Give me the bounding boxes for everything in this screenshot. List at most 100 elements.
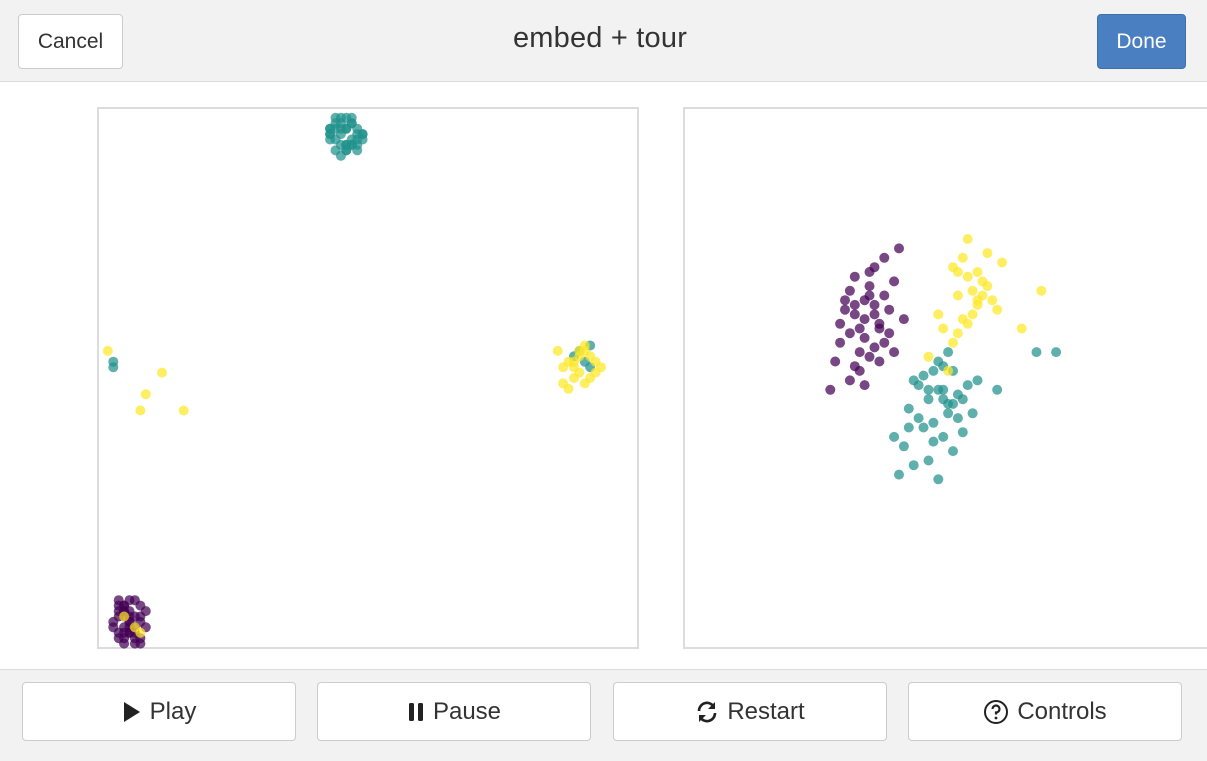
tour-point-a — [859, 314, 870, 325]
controls-button[interactable]: Controls — [908, 682, 1182, 741]
tour-point-a — [898, 314, 909, 325]
tour-point-b — [938, 431, 949, 442]
embed-point-a — [129, 595, 140, 606]
tour-point-a — [879, 290, 890, 301]
tour-point-a — [869, 262, 880, 273]
tour-point-a — [849, 271, 860, 282]
embed-point-c — [157, 367, 167, 378]
tour-point-b — [918, 422, 929, 433]
tour-point-a — [854, 323, 865, 334]
tour-point-b — [933, 474, 944, 485]
tour-point-b — [913, 413, 924, 424]
tour-point-a — [844, 328, 855, 339]
tour-point-a — [844, 375, 855, 386]
embed-point-c — [135, 405, 146, 416]
tour-point-b — [957, 394, 968, 405]
tour-point-b — [1051, 347, 1062, 358]
embed-point-b — [346, 139, 357, 150]
restart-button[interactable]: Restart — [613, 682, 887, 741]
embed-point-c — [119, 611, 130, 622]
tour-point-a — [854, 365, 865, 376]
tour-point-c — [977, 276, 988, 287]
tour-point-b — [923, 384, 934, 395]
tour-point-a — [830, 356, 841, 367]
tour-point-c — [967, 309, 978, 320]
tour-point-b — [952, 413, 963, 424]
tour-point-a — [884, 328, 895, 339]
help-circle-icon — [983, 699, 1009, 725]
tour-point-c — [972, 267, 983, 277]
embed-point-c — [178, 405, 189, 416]
tour-point-b — [943, 347, 954, 358]
tour-point-a — [879, 252, 890, 263]
embed-point-c — [563, 383, 574, 394]
embed-point-b — [330, 134, 341, 145]
tour-scatter — [825, 234, 1062, 485]
tour-point-a — [835, 318, 846, 329]
embed-point-c — [558, 362, 569, 373]
tour-point-c — [952, 267, 963, 277]
embed-point-b — [335, 150, 346, 161]
tour-plot-frame[interactable] — [683, 107, 1207, 649]
tour-point-c — [972, 295, 983, 306]
tour-point-b — [903, 403, 914, 414]
embed-point-b — [341, 112, 352, 123]
tour-point-a — [840, 295, 850, 306]
pause-button[interactable]: Pause — [317, 682, 591, 741]
tour-point-b — [992, 384, 1003, 395]
tour-point-a — [840, 304, 850, 315]
tour-point-c — [992, 304, 1003, 315]
pause-icon — [407, 701, 425, 723]
tour-point-b — [1031, 347, 1042, 358]
tour-point-b — [928, 436, 939, 447]
embed-point-c — [552, 345, 563, 356]
tour-point-b — [898, 441, 909, 452]
tour-point-b — [928, 365, 939, 376]
scatter-points-layer — [102, 112, 1062, 649]
cancel-button[interactable]: Cancel — [18, 14, 123, 69]
restart-label: Restart — [727, 697, 805, 725]
tour-point-a — [874, 318, 885, 329]
embed-point-b — [108, 356, 119, 367]
tour-point-a — [864, 281, 875, 292]
embed-point-c — [102, 345, 113, 356]
tour-point-b — [972, 375, 983, 386]
tour-point-c — [962, 271, 973, 282]
play-icon — [122, 701, 142, 723]
tour-point-c — [933, 309, 944, 320]
tour-point-c — [952, 290, 963, 301]
tour-point-a — [859, 332, 870, 343]
tour-point-a — [864, 351, 875, 362]
controls-label: Controls — [1017, 697, 1107, 725]
embed-point-b — [352, 123, 363, 134]
tour-point-a — [864, 290, 875, 301]
tour-point-b — [913, 380, 924, 391]
tour-point-a — [825, 384, 836, 395]
tour-point-c — [948, 337, 958, 348]
embed-point-c — [569, 356, 579, 367]
pause-label: Pause — [432, 697, 502, 725]
tour-point-b — [943, 398, 954, 409]
tour-point-c — [1036, 285, 1047, 296]
embed-point-b — [330, 112, 341, 123]
embed-point-c — [590, 367, 601, 378]
tour-point-a — [854, 347, 865, 358]
tour-point-a — [869, 342, 880, 353]
tour-point-b — [889, 431, 900, 442]
tour-point-c — [943, 365, 954, 376]
play-button[interactable]: Play — [22, 682, 296, 741]
modal-header: Cancel embed + tour Done — [0, 0, 1207, 82]
tour-point-b — [948, 446, 958, 457]
tour-point-c — [987, 295, 998, 306]
embed-point-c — [569, 373, 579, 383]
restart-icon — [695, 700, 719, 724]
tour-point-c — [982, 248, 993, 259]
embed-point-a — [135, 611, 146, 622]
tour-point-a — [859, 380, 870, 391]
tour-point-a — [889, 276, 900, 287]
done-button[interactable]: Done — [1097, 14, 1186, 69]
tour-point-b — [957, 427, 968, 438]
tour-point-a — [849, 309, 860, 320]
tour-point-a — [879, 337, 890, 348]
tour-point-c — [967, 285, 978, 296]
